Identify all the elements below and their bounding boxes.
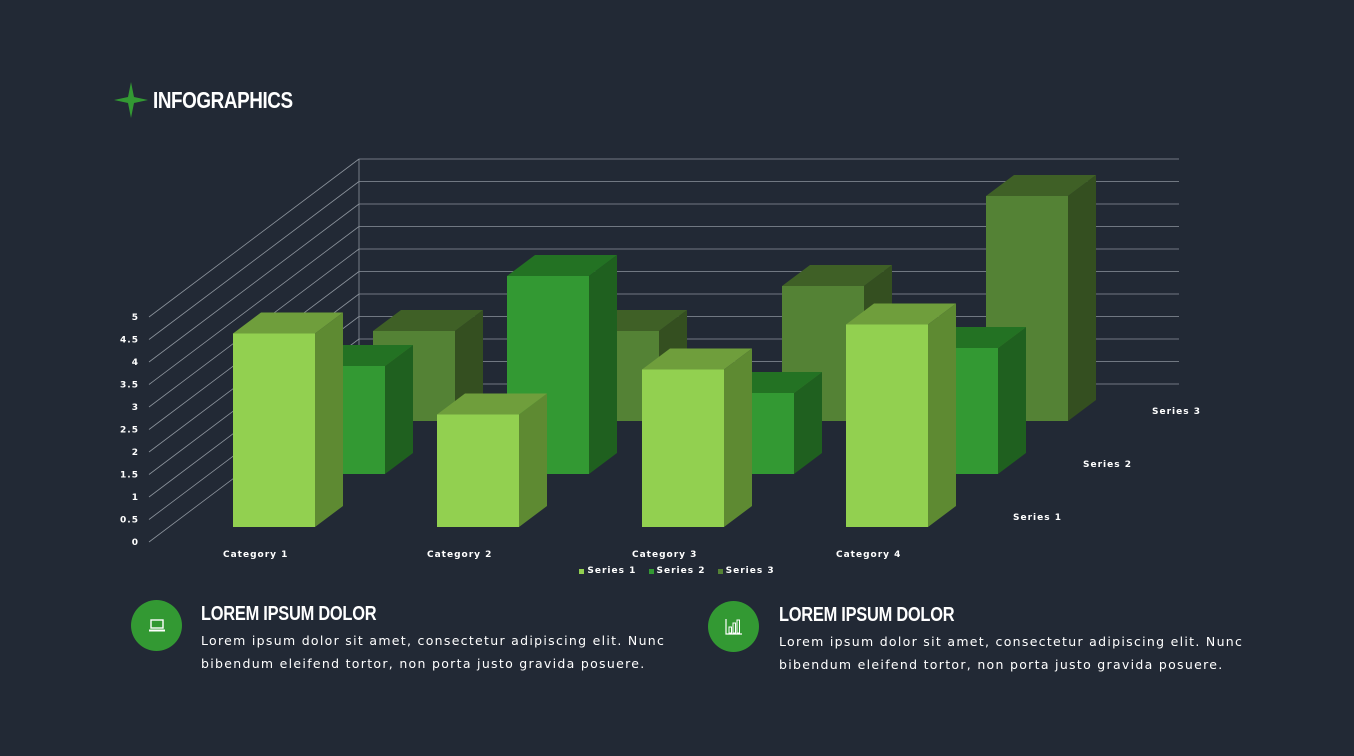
- legend-item-series-1: Series 1: [579, 566, 636, 576]
- bar-series-1-category-1: [233, 312, 343, 527]
- x-tick-label: Category 3: [632, 550, 697, 560]
- y-tick-label: 1: [132, 493, 139, 503]
- bar-side: [928, 303, 956, 527]
- legend-item-series-3: Series 3: [717, 566, 775, 576]
- bar-front: [642, 369, 724, 527]
- bar-front: [437, 414, 519, 527]
- gridline-diagonal: [148, 158, 360, 318]
- bar-top: [507, 255, 617, 276]
- legend-item-series-2: Series 2: [648, 566, 706, 576]
- feature-text: Lorem ipsum dolor sit amet, consectetur …: [201, 633, 666, 671]
- legend-swatch: [648, 568, 654, 574]
- y-axis-ticks: 0 0.5 1 1.5 2 2.5 3 3.5 4 4.5 5: [120, 313, 139, 548]
- y-tick-label: 2: [132, 448, 139, 458]
- y-tick-label: 5: [132, 313, 139, 323]
- bar-front: [846, 324, 928, 527]
- y-tick-label: 2.5: [120, 426, 139, 436]
- gridline-diagonal: [148, 203, 360, 363]
- bar-top: [233, 312, 343, 334]
- series-axis-label: Series 3: [1152, 407, 1201, 417]
- feature-title: LOREM IPSUM DOLOR: [201, 603, 377, 625]
- y-tick-label: 4.5: [120, 336, 139, 346]
- bar-series-1-category-2: [437, 393, 547, 527]
- bar-side: [794, 372, 822, 474]
- gridline-diagonal: [148, 226, 360, 385]
- bar-chart-icon: [724, 619, 742, 635]
- bar-side: [998, 327, 1026, 474]
- legend-label: Series 2: [656, 566, 706, 576]
- bar-side: [724, 348, 752, 527]
- star-icon: [114, 82, 148, 118]
- chart-legend: Series 1 Series 2 Series 3: [0, 566, 1354, 577]
- bar-side: [1068, 175, 1096, 421]
- bar-side: [315, 312, 343, 527]
- chart-bars: [233, 175, 1096, 527]
- series-axis-labels: Series 1 Series 2 Series 3: [1013, 407, 1201, 523]
- feature-text: Lorem ipsum dolor sit amet, consectetur …: [779, 634, 1244, 672]
- laptop-icon: [148, 618, 165, 631]
- bar-top: [782, 265, 892, 286]
- feature-icon-circle: [708, 601, 759, 652]
- gridline-diagonal: [148, 181, 360, 340]
- bar-top: [642, 348, 752, 370]
- y-tick-label: 3.5: [120, 381, 139, 391]
- bar-front: [233, 333, 315, 527]
- bar-series-2-category-2: [507, 255, 617, 474]
- bar-top: [437, 393, 547, 415]
- y-tick-label: 1.5: [120, 471, 139, 481]
- x-tick-label: Category 1: [223, 550, 288, 560]
- x-tick-label: Category 4: [836, 550, 901, 560]
- bar-top: [373, 310, 483, 331]
- legend-swatch: [579, 568, 585, 574]
- y-tick-label: 4: [132, 358, 139, 368]
- bar-top: [846, 303, 956, 325]
- series-axis-label: Series 1: [1013, 513, 1062, 523]
- bar-side: [589, 255, 617, 474]
- legend-label: Series 3: [725, 566, 775, 576]
- bar-top: [986, 175, 1096, 196]
- header: INFOGRAPHICS: [113, 80, 323, 120]
- bar-side: [519, 393, 547, 527]
- x-tick-label: Category 2: [427, 550, 492, 560]
- page-title: INFOGRAPHICS: [153, 86, 293, 113]
- y-tick-label: 3: [132, 403, 139, 413]
- chart: 00.511.522.533.544.55 Category 1 Category…: [120, 158, 1201, 560]
- feature-icon-circle: [131, 600, 182, 651]
- legend-label: Series 1: [587, 566, 637, 576]
- bar-side: [385, 345, 413, 474]
- bar-series-1-category-4: [846, 303, 956, 527]
- y-tick-label: 0: [132, 538, 139, 548]
- series-axis-label: Series 2: [1083, 460, 1132, 470]
- x-axis-labels: Category 1 Category 2 Category 3 Category 4: [223, 550, 901, 560]
- y-tick-label: 0.5: [120, 516, 139, 526]
- bar-side: [455, 310, 483, 421]
- feature-title: LOREM IPSUM DOLOR: [779, 604, 955, 626]
- legend-swatch: [717, 568, 723, 574]
- bar-series-1-category-3: [642, 348, 752, 527]
